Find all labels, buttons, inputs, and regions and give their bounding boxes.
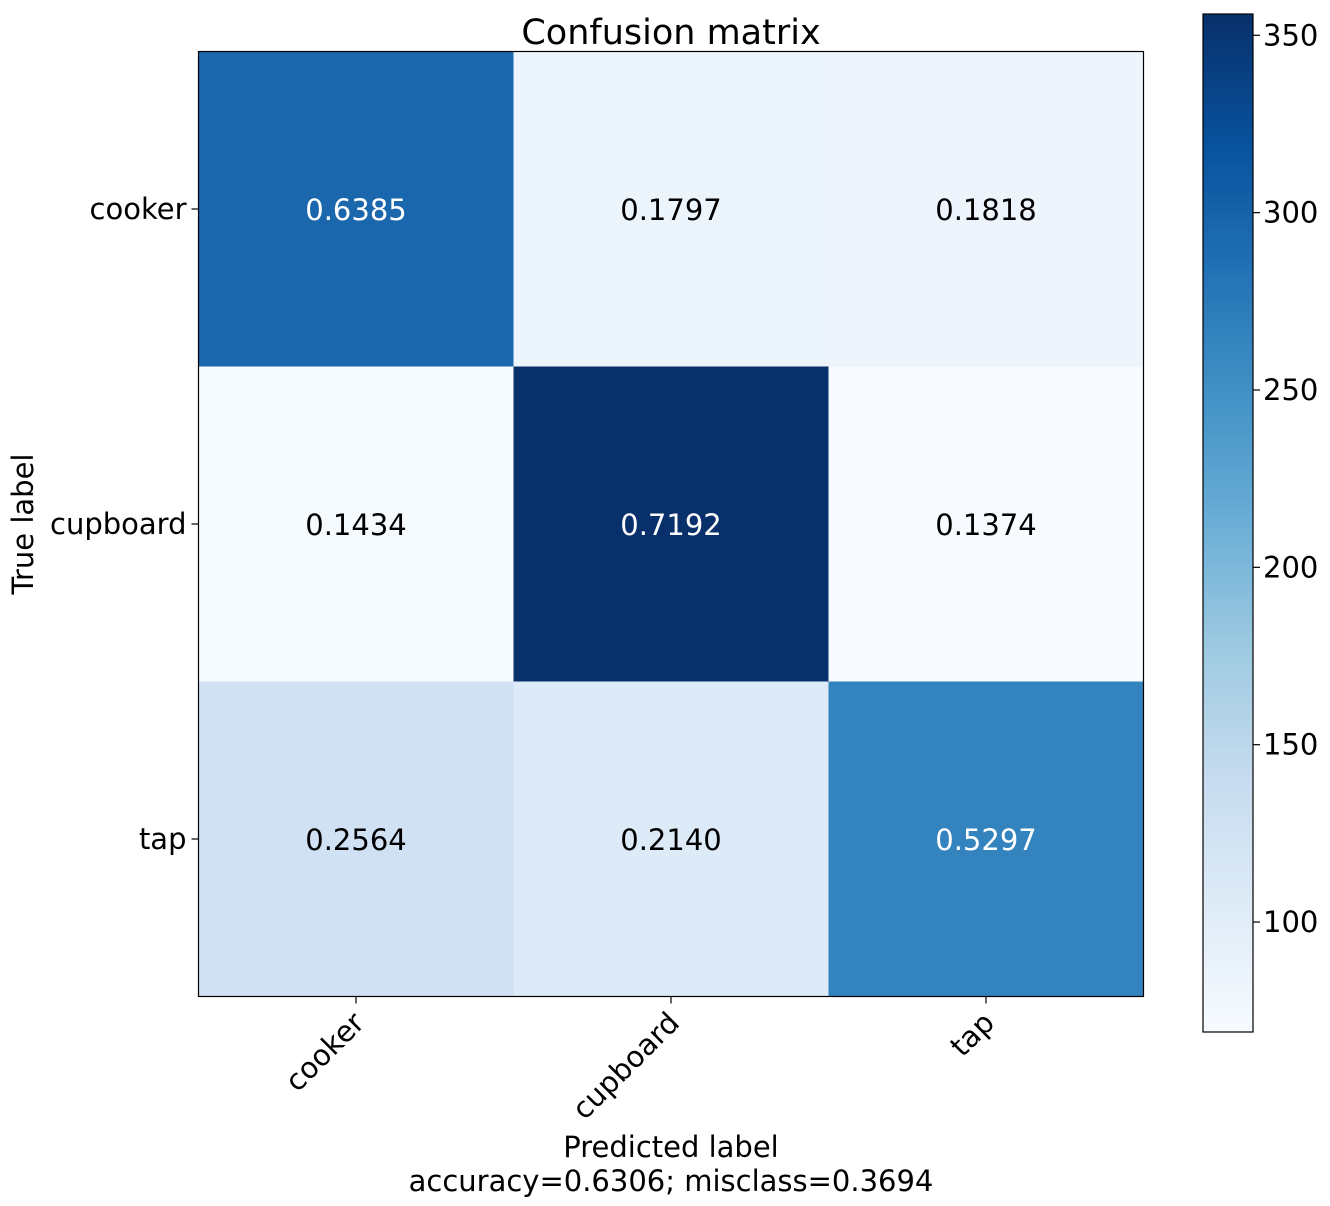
heatmap-cell <box>513 51 829 367</box>
colorbar <box>1202 13 1254 1033</box>
heatmap-cell <box>828 681 1144 997</box>
heatmap-cell <box>513 366 829 682</box>
cell-value-label: 0.7192 <box>620 508 721 542</box>
colorbar-tick-label: 150 <box>1263 728 1318 762</box>
colorbar-tick-label: 200 <box>1263 550 1318 584</box>
colorbar-tick-label: 250 <box>1263 373 1318 407</box>
heatmap-cells <box>198 51 1144 997</box>
heatmap-cell <box>198 366 514 682</box>
x-axis-ticks: cooker cupboard tap <box>278 996 1001 1126</box>
x-tick-label: tap <box>943 1005 1001 1063</box>
x-tick-label: cooker <box>278 1005 371 1098</box>
cell-value-label: 0.2140 <box>620 823 721 857</box>
y-tick-label: cooker <box>90 192 187 226</box>
heatmap-cell <box>828 366 1144 682</box>
colorbar-ticks: 100 150 200 250 300 350 <box>1253 18 1318 939</box>
chart-title: Confusion matrix <box>521 13 820 53</box>
cell-value-label: 0.2564 <box>305 823 406 857</box>
heatmap-cell <box>513 681 829 997</box>
y-axis-ticks: cooker cupboard tap <box>50 192 199 856</box>
cell-value-label: 0.5297 <box>935 823 1036 857</box>
heatmap-cell <box>828 51 1144 367</box>
colorbar-tick-label: 100 <box>1263 905 1318 939</box>
heatmap-cell <box>198 51 514 367</box>
cell-value-label: 0.6385 <box>305 193 406 227</box>
y-axis-label: True label <box>6 454 40 596</box>
colorbar-tick-label: 350 <box>1263 18 1318 52</box>
cell-value-label: 0.1797 <box>620 193 721 227</box>
x-axis-label: Predicted label <box>563 1130 779 1164</box>
colorbar-tick-label: 300 <box>1263 196 1318 230</box>
cell-value-label: 0.1434 <box>305 508 406 542</box>
x-axis-label-note: accuracy=0.6306; misclass=0.3694 <box>409 1164 934 1198</box>
x-tick-label: cupboard <box>565 1005 686 1126</box>
cell-value-label: 0.1818 <box>935 193 1036 227</box>
cell-value-label: 0.1374 <box>935 508 1036 542</box>
y-tick-label: tap <box>139 822 187 856</box>
heatmap-cell <box>198 681 514 997</box>
y-tick-label: cupboard <box>50 507 186 541</box>
heatmap-cell-labels: 0.6385 0.1797 0.1818 0.1434 0.7192 0.1374 0.25… <box>305 193 1036 857</box>
